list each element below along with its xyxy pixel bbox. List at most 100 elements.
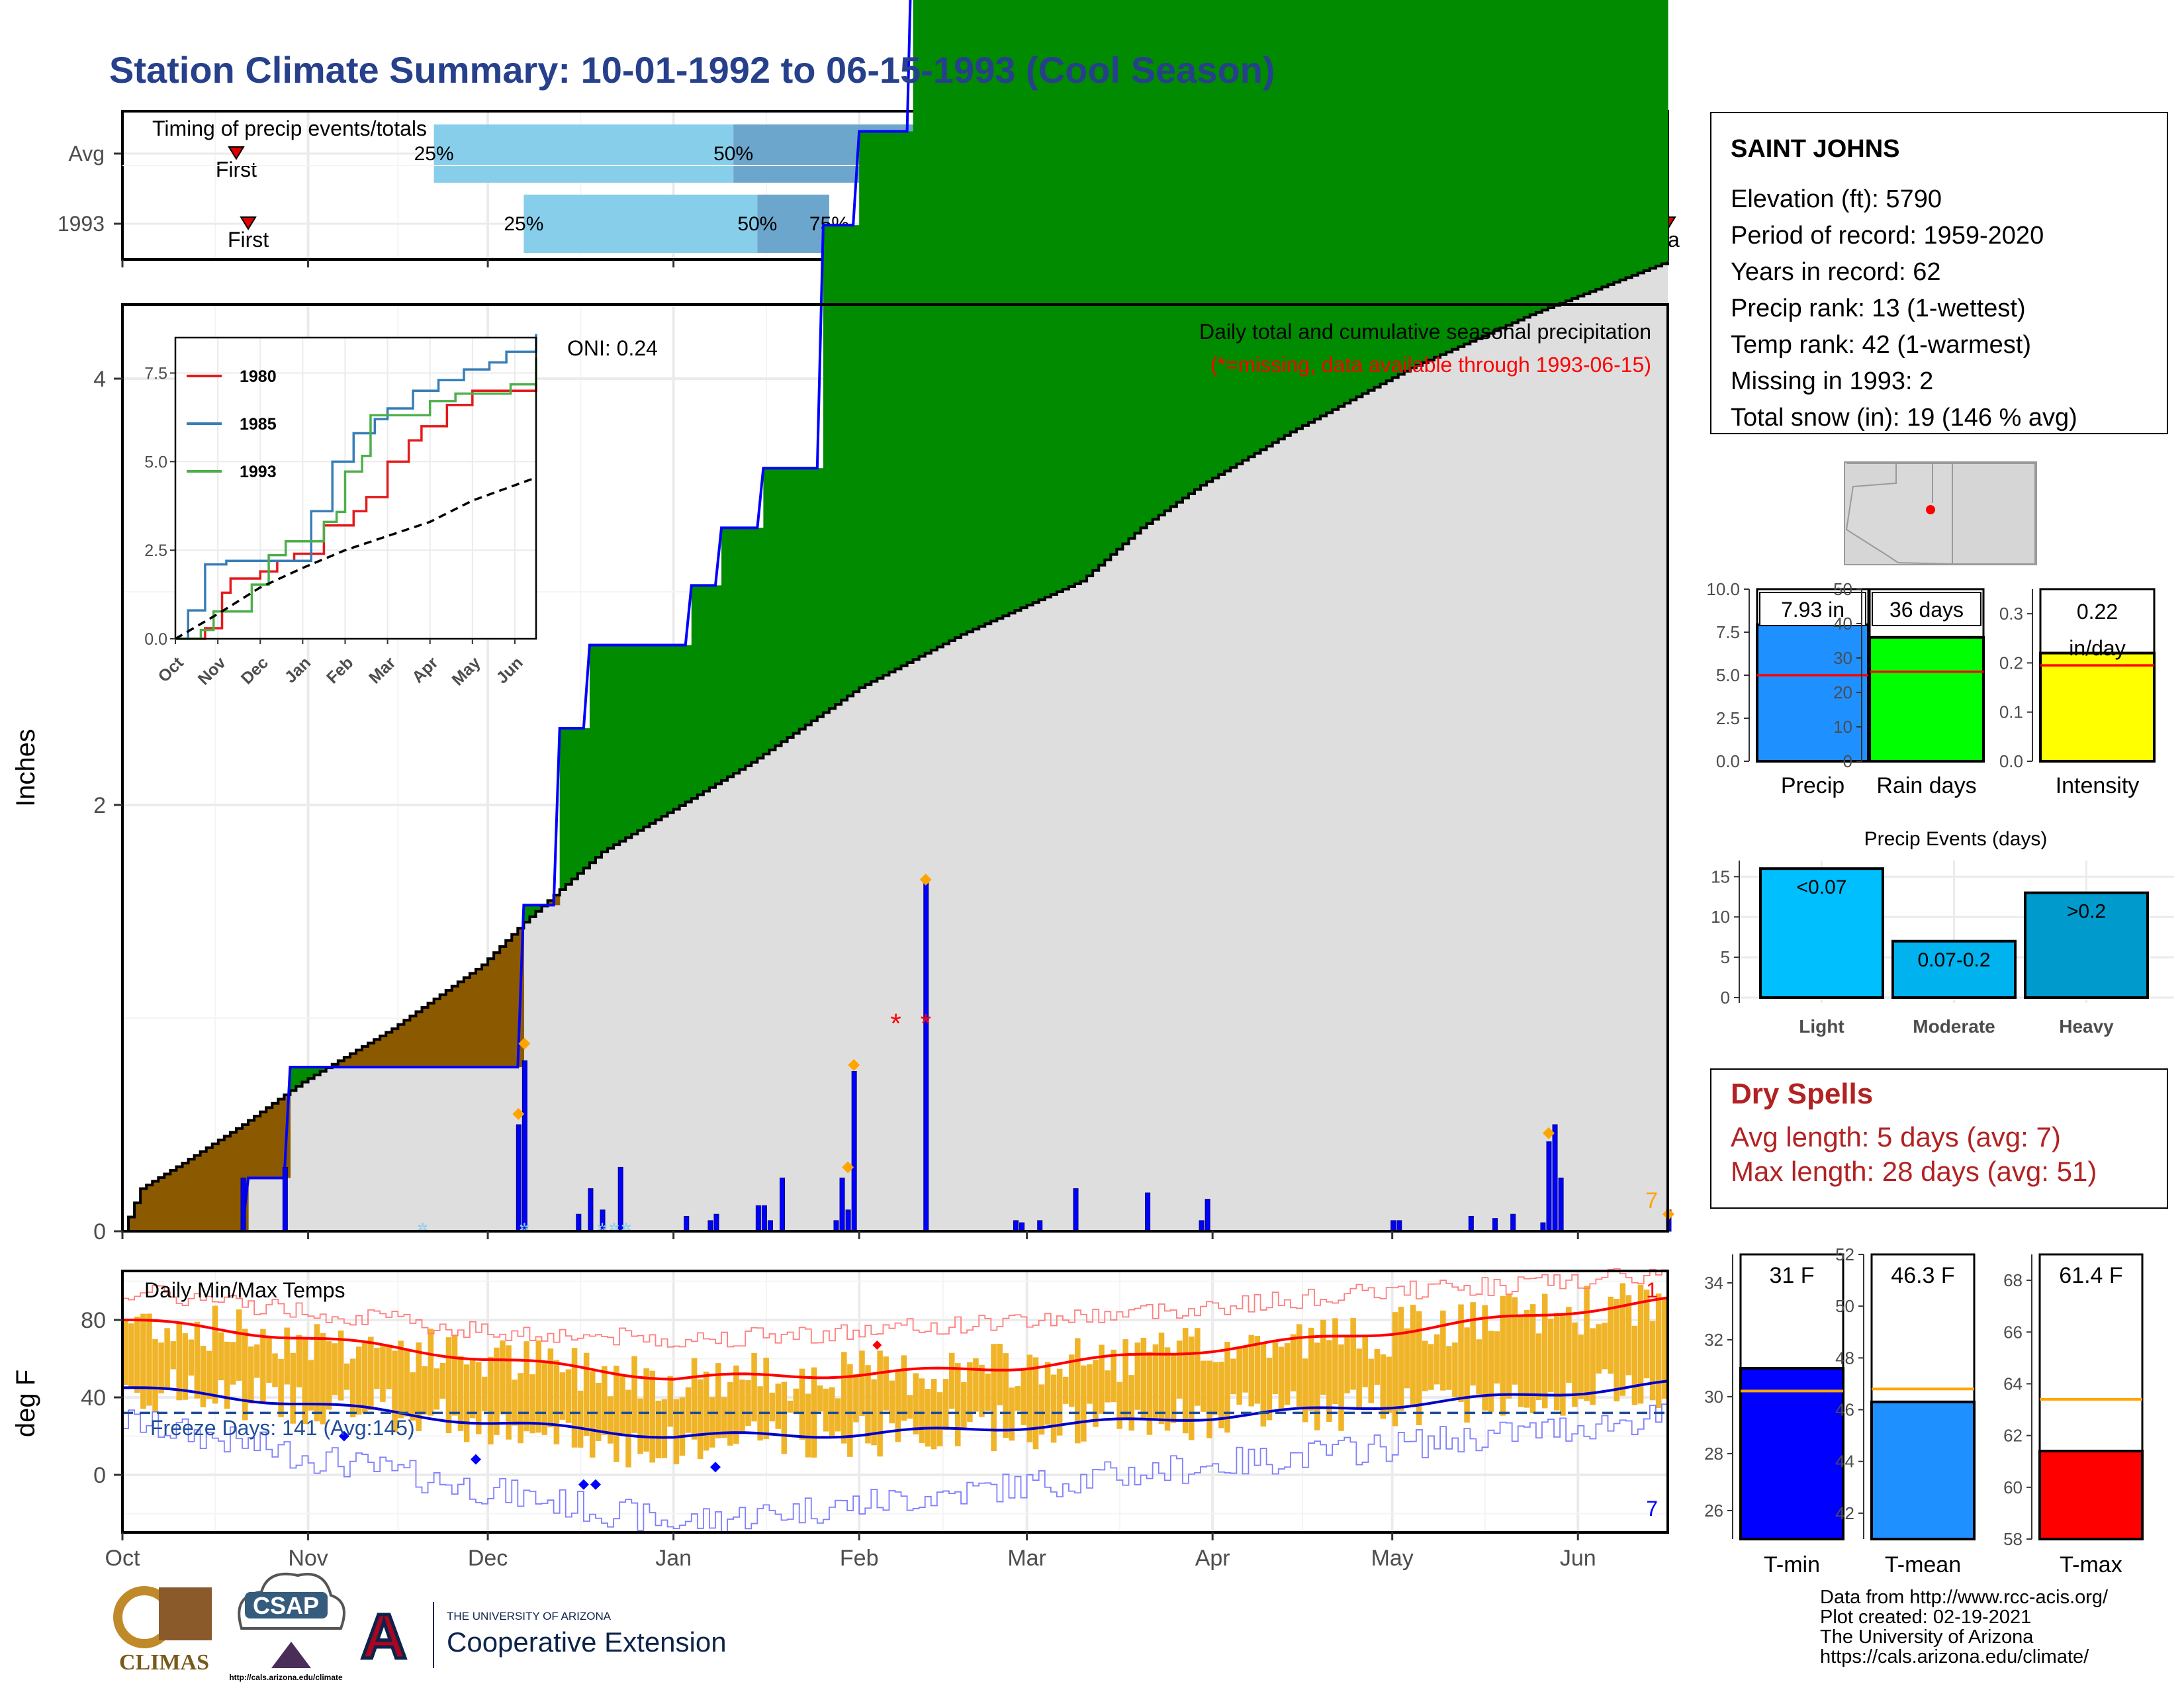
above-normal-area bbox=[1266, 0, 1273, 446]
daily-temp-bar bbox=[709, 1397, 715, 1448]
daily-temp-bar bbox=[1619, 1283, 1626, 1396]
daily-temp-bar bbox=[829, 1387, 835, 1436]
below-normal-area bbox=[422, 1007, 429, 1068]
daily-temp-bar bbox=[404, 1348, 410, 1417]
below-normal-area bbox=[392, 1029, 398, 1068]
daily-temp-bar bbox=[1116, 1382, 1122, 1429]
temp-x-tick-label: Mar bbox=[1007, 1546, 1046, 1571]
tbox-value-label: 61.4 F bbox=[2059, 1263, 2122, 1288]
above-normal-area bbox=[1009, 0, 1016, 614]
daily-temp-bar bbox=[1188, 1336, 1195, 1440]
daily-temp-bar bbox=[1038, 1384, 1045, 1435]
station-info-line: Years in record: 62 bbox=[1731, 258, 1941, 286]
above-normal-area bbox=[1661, 0, 1668, 264]
above-normal-area bbox=[1308, 0, 1315, 423]
daily-temp-bar bbox=[1512, 1297, 1518, 1385]
above-normal-area bbox=[1038, 0, 1046, 600]
above-normal-area bbox=[841, 225, 848, 700]
above-normal-area bbox=[817, 468, 824, 717]
daily-precip-bar bbox=[713, 1213, 719, 1232]
tbox-value-label: 46.3 F bbox=[1891, 1263, 1954, 1288]
daily-temp-bar bbox=[1081, 1365, 1087, 1442]
daily-temp-bar bbox=[1032, 1357, 1039, 1450]
daily-temp-bar bbox=[1649, 1321, 1656, 1401]
daily-temp-bar bbox=[859, 1350, 865, 1416]
daily-temp-bar bbox=[1470, 1302, 1476, 1386]
below-normal-area bbox=[362, 1046, 369, 1068]
daily-temp-bar bbox=[1464, 1327, 1470, 1423]
above-normal-area bbox=[847, 225, 854, 696]
tbox-y-tick-label: 68 bbox=[2003, 1270, 2023, 1290]
dry-spells-title: Dry Spells bbox=[1731, 1078, 1873, 1110]
daily-temp-bar bbox=[619, 1376, 625, 1436]
daily-precip-bar bbox=[923, 879, 929, 1232]
climas-logo-icon bbox=[159, 1587, 212, 1640]
daily-event-diamond bbox=[1542, 1127, 1555, 1139]
temp-x-tick-label: May bbox=[1371, 1546, 1414, 1571]
daily-temp-bar bbox=[1009, 1387, 1015, 1441]
daily-temp-bar bbox=[302, 1337, 308, 1425]
above-normal-area bbox=[1614, 0, 1621, 283]
daily-precip-bar bbox=[576, 1213, 582, 1232]
daily-temp-bar bbox=[1404, 1328, 1410, 1389]
daily-event-diamond bbox=[842, 1161, 854, 1174]
page-title: Station Climate Summary: 10-01-1992 to 0… bbox=[109, 49, 1275, 91]
above-normal-area bbox=[1518, 0, 1525, 320]
below-normal-area bbox=[134, 1203, 141, 1231]
daily-temp-bar bbox=[170, 1341, 176, 1370]
daily-temp-bar bbox=[865, 1365, 871, 1444]
below-normal-area bbox=[128, 1217, 135, 1231]
mini-y-tick-label: 40 bbox=[1833, 614, 1852, 633]
event-category-label: Moderate bbox=[1913, 1016, 1995, 1037]
above-normal-area bbox=[1368, 0, 1375, 391]
tbox-value-label: 31 F bbox=[1769, 1263, 1814, 1288]
above-normal-area bbox=[1500, 0, 1507, 328]
events-y-tick-label: 10 bbox=[1711, 907, 1730, 927]
daily-temp-bar bbox=[1026, 1354, 1033, 1442]
mini-category-label: Intensity bbox=[2056, 773, 2140, 798]
daily-temp-bar bbox=[751, 1352, 757, 1422]
csap-logo-text: CSAP bbox=[253, 1592, 319, 1619]
daily-temp-bar bbox=[506, 1345, 512, 1440]
above-normal-area bbox=[948, 0, 956, 641]
daily-temp-bar bbox=[194, 1321, 201, 1399]
above-normal-area bbox=[865, 131, 872, 685]
record-low-marker bbox=[709, 1462, 721, 1473]
above-normal-area bbox=[931, 0, 938, 651]
daily-temp-bar bbox=[380, 1346, 386, 1402]
below-normal-area bbox=[332, 1064, 339, 1068]
above-normal-area bbox=[1643, 0, 1651, 271]
daily-temp-bar bbox=[625, 1389, 631, 1468]
daily-temp-bar bbox=[967, 1362, 973, 1423]
daily-temp-bar bbox=[1146, 1352, 1153, 1435]
above-normal-area bbox=[1206, 0, 1213, 482]
daily-temp-bar bbox=[355, 1346, 362, 1415]
below-normal-area bbox=[349, 1053, 357, 1068]
daily-temp-bar bbox=[392, 1350, 398, 1432]
above-normal-area bbox=[1482, 0, 1489, 336]
mini-y-tick-label: 0.3 bbox=[1999, 604, 2023, 624]
below-normal-area bbox=[278, 1099, 285, 1178]
below-normal-area bbox=[488, 959, 494, 1068]
daily-temp-bar bbox=[1614, 1299, 1620, 1401]
daily-temp-bar bbox=[494, 1347, 500, 1435]
mini-y-tick-label: 5.0 bbox=[1716, 665, 1740, 685]
daily-precip-bar bbox=[851, 1071, 857, 1232]
below-normal-area bbox=[158, 1178, 165, 1231]
footer-credit-line: https://cals.arizona.edu/climate/ bbox=[1820, 1646, 2089, 1667]
above-normal-area bbox=[595, 645, 602, 858]
record-high-marker bbox=[872, 1340, 882, 1350]
below-normal-area bbox=[451, 986, 459, 1068]
below-normal-area bbox=[512, 934, 518, 1068]
daily-temp-bar bbox=[529, 1374, 535, 1434]
daily-temp-bar bbox=[961, 1382, 967, 1430]
above-normal-area bbox=[877, 131, 884, 679]
daily-temp-bar bbox=[535, 1340, 542, 1433]
daily-temp-bar bbox=[631, 1356, 637, 1433]
above-normal-area bbox=[685, 645, 692, 802]
daily-temp-bar bbox=[559, 1372, 566, 1420]
daily-temp-bar bbox=[775, 1383, 782, 1429]
daily-temp-bar bbox=[146, 1313, 152, 1406]
above-normal-area bbox=[1278, 0, 1285, 440]
above-normal-area bbox=[1470, 0, 1477, 342]
